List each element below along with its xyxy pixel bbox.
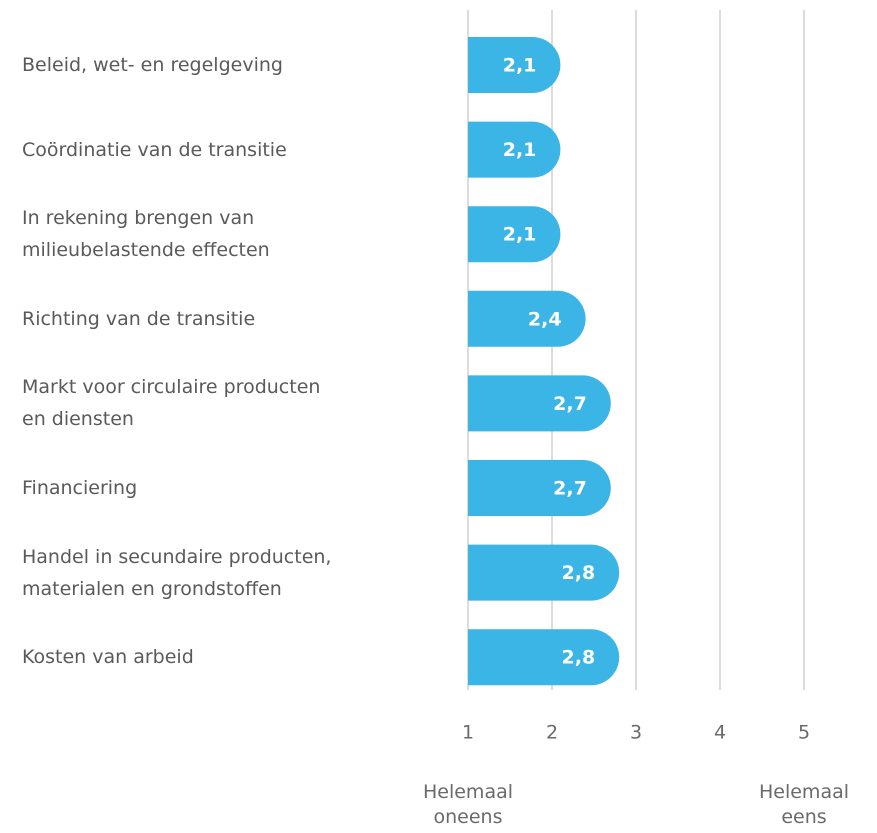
x-tick-label: 2 [546, 722, 558, 744]
category-label: In rekening brengen van milieubelastende… [22, 207, 270, 262]
bar [468, 629, 620, 686]
category-label: Financiering [22, 477, 138, 499]
bar [468, 121, 561, 178]
value-label: 2,1 [503, 139, 537, 161]
bar [468, 290, 586, 347]
bar [468, 375, 611, 432]
value-label: 2,1 [503, 55, 537, 77]
category-label: Beleid, wet- en regelgeving [22, 54, 283, 76]
bar [468, 206, 561, 263]
x-tick-label: 1 [462, 722, 474, 744]
category-label: Coördinatie van de transitie [22, 138, 287, 161]
value-label: 2,7 [553, 393, 587, 415]
x-tick-label: 5 [798, 722, 810, 744]
x-max-label: Helemaal eens [758, 781, 850, 828]
bar [468, 37, 561, 93]
bar [468, 544, 620, 601]
category-label: Handel in secundaire producten, material… [22, 545, 332, 600]
value-label: 2,8 [562, 562, 596, 584]
category-label: Richting van de transitie [22, 307, 256, 330]
value-label: 2,8 [562, 647, 596, 669]
value-label: 2,4 [528, 308, 562, 330]
value-label: 2,1 [503, 224, 537, 246]
value-label: 2,7 [553, 478, 587, 500]
x-tick-label: 3 [630, 722, 642, 744]
category-label: Markt voor circulaire producten en diens… [22, 376, 321, 431]
category-label: Kosten van arbeid [22, 646, 194, 669]
x-min-label: Helemaal oneens [422, 781, 514, 828]
x-tick-label: 4 [714, 722, 726, 744]
bar [468, 460, 611, 516]
